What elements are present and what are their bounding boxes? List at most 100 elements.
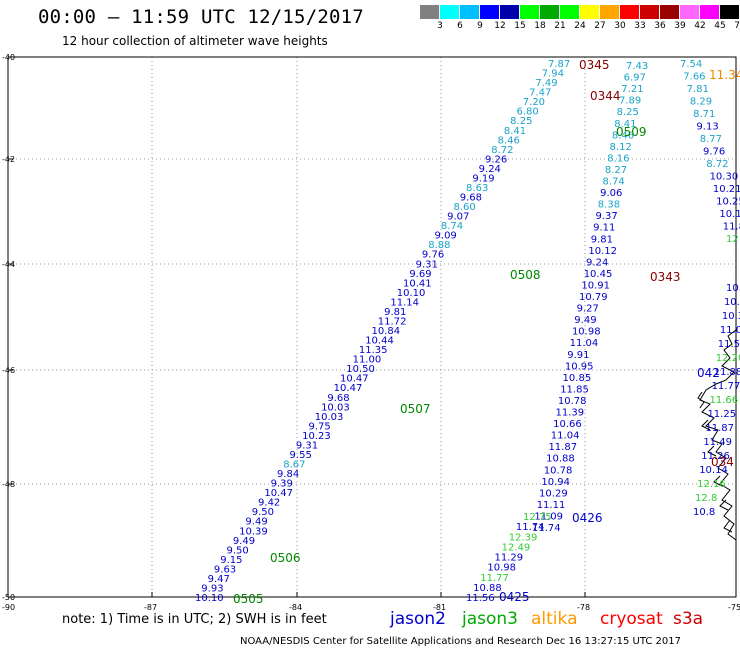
track-a-value: 7.94 — [542, 69, 564, 80]
time-label: 0508 — [510, 268, 541, 282]
legend-tick-label: 15 — [514, 21, 526, 31]
y-tick-label: -44 — [2, 260, 15, 269]
track-a-value: 9.84 — [277, 469, 299, 480]
track-c-value: 10.88 — [473, 583, 502, 594]
legend-tick-label: 18 — [534, 21, 546, 31]
track-a-value: 10.44 — [365, 336, 394, 347]
legend-swatch — [600, 5, 620, 19]
track-d-value: 8.77 — [700, 134, 722, 145]
track-d-value: 9.76 — [703, 147, 725, 158]
satellite-label-s3a: s3a — [673, 609, 704, 629]
track-b-value: 9.06 — [600, 188, 622, 199]
page-subtitle: 12 hour collection of altimeter wave hei… — [62, 34, 328, 48]
legend-tick-label: 30 — [614, 21, 626, 31]
track-e-value: 12.16 — [697, 479, 726, 490]
track-a-value: 8.88 — [428, 240, 450, 251]
track-b-value: 8.27 — [605, 165, 627, 176]
track-b-value: 8.46 — [612, 130, 634, 141]
track-d-value: 8.72 — [706, 159, 728, 170]
track-b-value: 6.97 — [624, 73, 646, 84]
y-tick-label: -50 — [2, 593, 15, 602]
track-d-value: 11.8 — [723, 222, 740, 233]
time-label: 0345 — [579, 58, 610, 72]
time-label: 034 — [711, 455, 734, 469]
note-text: note: 1) Time is in UTC; 2) SWH is in fe… — [62, 612, 327, 627]
color-scale-labels: 36912151821242730333639424570(ft) — [420, 21, 740, 33]
track-b-value: 9.81 — [591, 234, 613, 245]
track-a-value: 10.23 — [302, 431, 331, 442]
track-b-value: 9.24 — [586, 257, 608, 268]
legend-swatch — [480, 5, 500, 19]
track-d-value: 10.21 — [713, 184, 740, 195]
track-e-value: 11.52 — [718, 339, 740, 350]
track-a-value: 9.31 — [296, 440, 318, 451]
track-d-value: 7.81 — [687, 84, 709, 95]
track-a-value: 10.03 — [315, 412, 344, 423]
track-b-value: 11.74 — [532, 523, 561, 534]
track-e-value: 11.49 — [703, 437, 732, 448]
track-b-value: 9.49 — [574, 315, 596, 326]
legend-swatch — [440, 5, 460, 19]
legend-swatch — [680, 5, 700, 19]
track-a-value: 9.24 — [479, 164, 501, 175]
track-d-value: 8.71 — [693, 109, 715, 120]
x-tick-label: -90 — [2, 603, 15, 612]
legend-tick-label: 45 — [714, 21, 726, 31]
time-label: 0344 — [590, 89, 621, 103]
track-b-value: 9.91 — [567, 350, 589, 361]
coastline-islands — [697, 391, 733, 533]
legend-swatch — [500, 5, 520, 19]
legend-swatch — [640, 5, 660, 19]
track-a-value: 9.76 — [422, 250, 444, 261]
track-a-value: 8.63 — [466, 183, 488, 194]
track-a-value: 9.47 — [208, 574, 230, 585]
track-a-value: 9.55 — [290, 450, 312, 461]
legend-tick-label: 27 — [594, 21, 606, 31]
track-a-value: 9.75 — [308, 421, 330, 432]
track-a-value: 9.49 — [233, 536, 255, 547]
track-b-value: 10.79 — [579, 292, 608, 303]
track-a-value: 8.72 — [491, 145, 513, 156]
track-a-value: 9.69 — [409, 269, 431, 280]
track-a-value: 11.72 — [378, 316, 407, 327]
legend-tick-label: 39 — [674, 21, 686, 31]
track-a-value: 10.47 — [340, 374, 369, 385]
time-label: 042 — [697, 366, 720, 380]
y-tick-label: -40 — [2, 53, 15, 62]
track-a-value: 8.74 — [441, 221, 463, 232]
track-b-value: 10.12 — [588, 246, 617, 257]
track-c-value: 11.77 — [480, 573, 509, 584]
coastline — [699, 329, 737, 541]
track-b-value: 10.29 — [539, 488, 568, 499]
track-d-value: 7.54 — [680, 59, 702, 70]
time-label: 0505 — [233, 592, 264, 606]
time-label: 0507 — [400, 402, 431, 416]
track-a-value: 7.49 — [535, 78, 557, 89]
track-a-value: 7.47 — [529, 88, 551, 99]
track-b-value: 11.04 — [570, 338, 599, 349]
legend-tick-label: 3 — [437, 21, 443, 31]
credit-line: NOAA/NESDIS Center for Satellite Applica… — [240, 636, 682, 647]
track-b-value: 10.94 — [541, 477, 570, 488]
track-b-value: 8.38 — [598, 200, 620, 211]
y-tick-label: -42 — [2, 155, 15, 164]
track-a-value: 8.67 — [283, 460, 305, 471]
track-a-value: 11.35 — [359, 345, 388, 356]
track-a-value: 8.46 — [498, 135, 520, 146]
x-tick-label: -84 — [289, 603, 302, 612]
track-e-value: 11.06 — [720, 325, 740, 336]
track-a-value: 9.68 — [460, 193, 482, 204]
track-b-value: 10.85 — [563, 373, 592, 384]
track-b-value: 10.78 — [558, 396, 587, 407]
legend-tick-label: 12 — [494, 21, 506, 31]
satellite-label-jason3: jason3 — [462, 609, 518, 629]
track-a-value: 9.39 — [271, 479, 293, 490]
legend-tick-label: 6 — [457, 21, 463, 31]
track-a-value: 9.50 — [227, 545, 249, 556]
time-label: 0343 — [650, 270, 681, 284]
legend-tick-label: 9 — [477, 21, 483, 31]
track-a-value: 10.84 — [372, 326, 401, 337]
track-a-value: 10.10 — [195, 593, 224, 604]
legend-swatch — [420, 5, 440, 19]
